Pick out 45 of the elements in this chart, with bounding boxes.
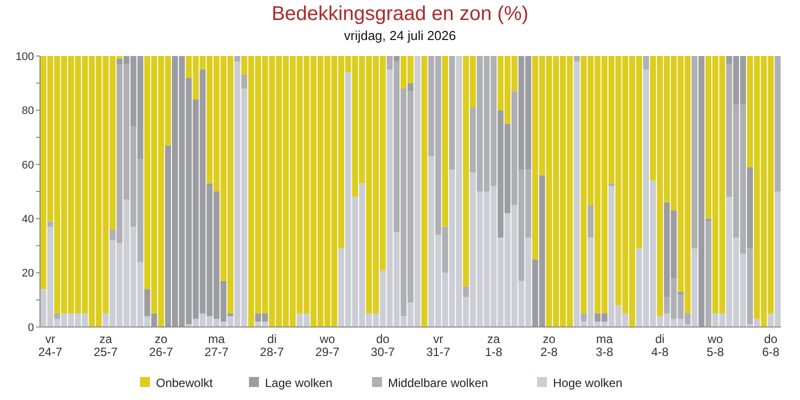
y-tick-label: 20 bbox=[22, 268, 34, 280]
x-tick-label: di 4-8 bbox=[651, 332, 669, 359]
x-tick-label: wo 29-7 bbox=[315, 332, 340, 359]
legend-label: Hoge wolken bbox=[553, 376, 622, 390]
bar bbox=[678, 292, 684, 294]
x-tick-label: do 30-7 bbox=[370, 332, 396, 359]
legend-label: Middelbare wolken bbox=[388, 376, 488, 390]
bar bbox=[580, 313, 587, 322]
y-tick-label: 80 bbox=[22, 105, 34, 118]
x-tick-label: ma 3-8 bbox=[596, 332, 614, 359]
bar bbox=[449, 56, 456, 170]
bar bbox=[421, 56, 428, 327]
x-tick-label: wo 5-8 bbox=[706, 332, 724, 359]
legend-label: Lage wolken bbox=[265, 376, 332, 390]
chart-subtitle: vrijdag, 24 juli 2026 bbox=[344, 28, 456, 43]
x-tick-label: zo 26-7 bbox=[149, 332, 174, 359]
y-tick-label: 100 bbox=[16, 50, 34, 63]
bar bbox=[394, 56, 400, 62]
x-tick-label: ma 27-7 bbox=[204, 332, 229, 359]
x-tick-label: zo 2-8 bbox=[540, 332, 558, 359]
bar bbox=[746, 167, 753, 248]
bar bbox=[241, 74, 248, 89]
legend-label: Onbewolkt bbox=[156, 376, 214, 390]
bar bbox=[442, 56, 448, 227]
bar bbox=[774, 56, 781, 192]
y-tick-label: 60 bbox=[22, 159, 34, 172]
x-tick-label: vr 31-7 bbox=[426, 332, 451, 359]
x-tick-label: di 28-7 bbox=[260, 332, 284, 359]
bar bbox=[462, 286, 469, 298]
x-tick-label: za 25-7 bbox=[94, 332, 118, 359]
bar bbox=[408, 83, 414, 92]
bar bbox=[692, 56, 698, 248]
bar bbox=[643, 56, 650, 70]
x-tick-label: do 6-8 bbox=[762, 332, 780, 359]
bar bbox=[608, 183, 614, 186]
bar bbox=[705, 221, 712, 327]
bar bbox=[574, 56, 580, 62]
y-tick-label: 0 bbox=[28, 322, 34, 334]
bar bbox=[54, 313, 60, 319]
x-tick-label: za 1-8 bbox=[484, 332, 503, 359]
chart-title: Bedekkingsgraad en zon (%) bbox=[272, 3, 528, 25]
bar bbox=[234, 56, 240, 62]
y-tick-label: 40 bbox=[22, 213, 34, 226]
x-tick-label: vr 24-7 bbox=[38, 332, 63, 359]
bar bbox=[588, 205, 594, 238]
